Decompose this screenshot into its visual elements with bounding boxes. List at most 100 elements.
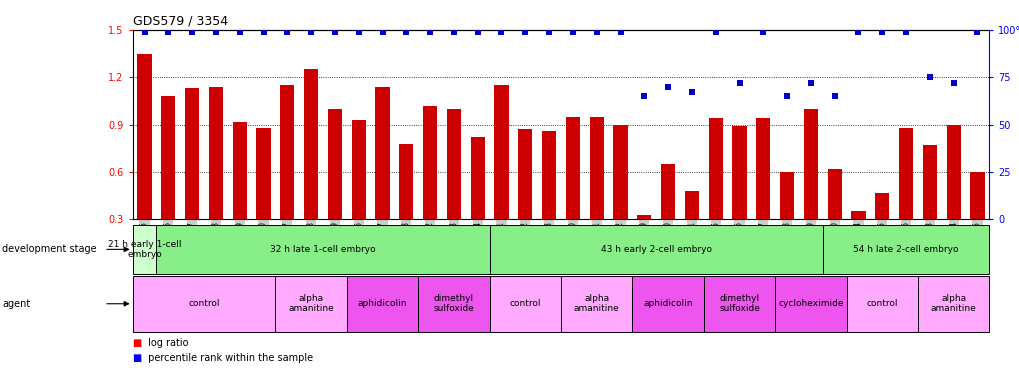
- Bar: [423, 106, 437, 219]
- Point: [160, 29, 176, 35]
- Point: [445, 29, 462, 35]
- Bar: [922, 145, 936, 219]
- Point: [897, 29, 913, 35]
- Point: [208, 29, 224, 35]
- Bar: [280, 85, 294, 219]
- Bar: [304, 69, 318, 219]
- Bar: [684, 191, 698, 219]
- Text: agent: agent: [2, 299, 31, 309]
- Point: [326, 29, 342, 35]
- Text: ■: ■: [132, 338, 142, 348]
- Bar: [803, 109, 817, 219]
- Bar: [969, 172, 983, 219]
- Text: dimethyl
sulfoxide: dimethyl sulfoxide: [433, 294, 474, 314]
- Bar: [560, 276, 632, 332]
- Bar: [851, 211, 865, 219]
- Bar: [774, 276, 846, 332]
- Bar: [352, 120, 366, 219]
- Bar: [566, 117, 580, 219]
- Point: [469, 29, 485, 35]
- Text: log ratio: log ratio: [145, 338, 189, 348]
- Point: [279, 29, 296, 35]
- Bar: [132, 276, 275, 332]
- Bar: [232, 122, 247, 219]
- Point: [137, 29, 153, 35]
- Bar: [846, 276, 917, 332]
- Point: [565, 29, 581, 35]
- Text: GDS579 / 3354: GDS579 / 3354: [132, 15, 227, 27]
- Bar: [156, 225, 489, 274]
- Point: [517, 29, 533, 35]
- Point: [351, 29, 367, 35]
- Text: percentile rank within the sample: percentile rank within the sample: [145, 353, 313, 363]
- Bar: [589, 117, 603, 219]
- Bar: [138, 54, 152, 219]
- Point: [825, 93, 842, 99]
- Bar: [826, 169, 841, 219]
- Point: [636, 93, 652, 99]
- Point: [873, 29, 890, 35]
- Bar: [184, 88, 199, 219]
- Bar: [375, 87, 389, 219]
- Bar: [256, 128, 270, 219]
- Bar: [637, 214, 651, 219]
- Point: [802, 80, 818, 86]
- Text: control: control: [866, 299, 897, 308]
- Point: [588, 29, 604, 35]
- Point: [255, 29, 271, 35]
- Point: [945, 80, 961, 86]
- Point: [968, 29, 984, 35]
- Text: control: control: [189, 299, 219, 308]
- Bar: [470, 137, 484, 219]
- Text: aphidicolin: aphidicolin: [358, 299, 407, 308]
- Bar: [446, 109, 461, 219]
- Point: [850, 29, 866, 35]
- Point: [374, 29, 390, 35]
- Bar: [346, 276, 418, 332]
- Point: [659, 84, 676, 90]
- Text: 21 h early 1-cell
embryo: 21 h early 1-cell embryo: [108, 240, 181, 259]
- Text: 43 h early 2-cell embryo: 43 h early 2-cell embryo: [600, 245, 711, 254]
- Point: [540, 29, 556, 35]
- Bar: [275, 276, 346, 332]
- Bar: [489, 225, 822, 274]
- Bar: [161, 96, 175, 219]
- Text: control: control: [510, 299, 540, 308]
- Point: [422, 29, 438, 35]
- Bar: [398, 144, 413, 219]
- Bar: [489, 276, 560, 332]
- Point: [754, 29, 770, 35]
- Bar: [612, 124, 627, 219]
- Point: [397, 29, 414, 35]
- Text: cycloheximide: cycloheximide: [777, 299, 843, 308]
- Bar: [632, 276, 703, 332]
- Text: ■: ■: [132, 353, 142, 363]
- Point: [779, 93, 795, 99]
- Text: development stage: development stage: [2, 244, 97, 254]
- Bar: [494, 85, 508, 219]
- Bar: [518, 129, 532, 219]
- Text: aphidicolin: aphidicolin: [643, 299, 692, 308]
- Bar: [703, 276, 774, 332]
- Point: [921, 74, 937, 80]
- Point: [493, 29, 510, 35]
- Bar: [780, 172, 794, 219]
- Bar: [660, 164, 675, 219]
- Bar: [209, 87, 223, 219]
- Bar: [755, 118, 769, 219]
- Text: 54 h late 2-cell embryo: 54 h late 2-cell embryo: [853, 245, 958, 254]
- Text: alpha
amanitine: alpha amanitine: [930, 294, 975, 314]
- Text: alpha
amanitine: alpha amanitine: [288, 294, 333, 314]
- Bar: [541, 131, 555, 219]
- Text: dimethyl
sulfoxide: dimethyl sulfoxide: [718, 294, 759, 314]
- Point: [303, 29, 319, 35]
- Bar: [132, 225, 156, 274]
- Bar: [822, 225, 988, 274]
- Bar: [732, 126, 746, 219]
- Bar: [874, 192, 889, 219]
- Bar: [418, 276, 489, 332]
- Bar: [327, 109, 341, 219]
- Point: [707, 29, 723, 35]
- Point: [731, 80, 747, 86]
- Text: 32 h late 1-cell embryo: 32 h late 1-cell embryo: [270, 245, 375, 254]
